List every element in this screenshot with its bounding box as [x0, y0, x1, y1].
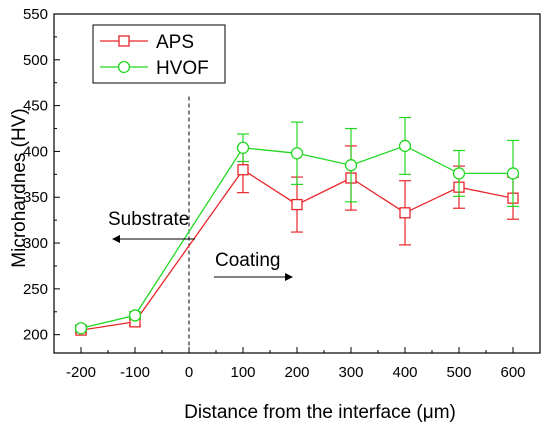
y-tick-label: 300	[23, 235, 48, 252]
x-tick-label: -200	[66, 364, 96, 381]
legend-aps-label: APS	[156, 32, 194, 53]
legend-hvof-marker	[117, 60, 131, 74]
data-point-circle	[74, 322, 88, 335]
x-tick-label: -100	[120, 364, 150, 381]
series-hvof	[74, 116, 520, 335]
data-point-circle	[506, 167, 520, 180]
series-hvof-line	[80, 145, 513, 329]
y-tick-label: 400	[23, 143, 48, 160]
x-tick-label: 300	[338, 364, 363, 381]
y-tick-label: 250	[23, 281, 48, 298]
series-aps-line	[80, 168, 514, 331]
legend-hvof-label: HVOF	[156, 58, 209, 79]
annotations: Substrate Coating	[108, 209, 293, 281]
y-tick-label: 450	[23, 98, 48, 115]
data-point-circle	[236, 141, 250, 154]
y-axis-title: Microhardnes (HV)	[9, 108, 30, 267]
x-tick-label: 100	[230, 364, 255, 381]
substrate-label: Substrate	[108, 209, 189, 230]
series-layer	[74, 116, 520, 336]
legend-box	[92, 24, 226, 84]
data-point-square	[237, 164, 249, 176]
x-tick-label: 0	[185, 364, 193, 381]
x-tick-label: 200	[284, 364, 309, 381]
data-point-square	[291, 198, 303, 211]
x-tick-label: 400	[392, 364, 417, 381]
x-tick-label: 600	[500, 364, 525, 381]
plot-frame	[53, 13, 541, 354]
x-axis-title: Distance from the interface (μm)	[184, 402, 456, 423]
y-tick-label: 500	[23, 52, 48, 69]
tick-labels-layer: -200 -100 0 100 200 300 400 500 600 200 250 300 350 4…	[23, 6, 526, 381]
legend-aps-marker	[118, 35, 130, 47]
y-tick-label: 350	[23, 189, 48, 206]
data-point-circle	[398, 139, 412, 153]
data-point-circle	[344, 159, 358, 172]
data-point-circle	[290, 147, 304, 160]
y-tick-label: 550	[23, 6, 48, 23]
x-tick-label: 500	[446, 364, 471, 381]
legend: APS HVOF	[92, 24, 226, 84]
coating-label: Coating	[215, 250, 281, 271]
data-point-square	[399, 207, 411, 219]
y-tick-label: 200	[23, 327, 48, 344]
data-point-circle	[128, 309, 142, 322]
data-point-circle	[452, 167, 466, 180]
